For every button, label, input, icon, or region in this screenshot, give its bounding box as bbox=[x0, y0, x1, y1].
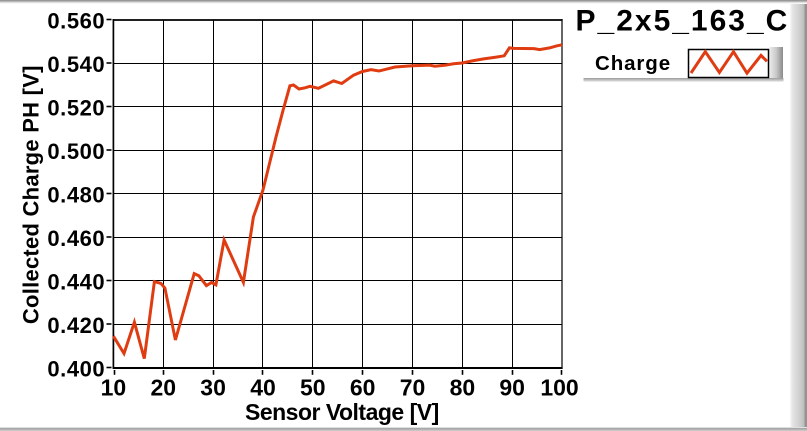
svg-text:70: 70 bbox=[400, 375, 426, 401]
svg-text:0.460: 0.460 bbox=[47, 226, 105, 251]
svg-text:40: 40 bbox=[250, 375, 276, 401]
svg-text:0.440: 0.440 bbox=[47, 269, 105, 294]
svg-text:0.500: 0.500 bbox=[47, 139, 105, 164]
svg-text:0.400: 0.400 bbox=[47, 356, 105, 381]
svg-text:50: 50 bbox=[300, 375, 326, 401]
svg-text:20: 20 bbox=[151, 375, 177, 401]
svg-text:30: 30 bbox=[200, 375, 226, 401]
svg-text:0.540: 0.540 bbox=[47, 52, 105, 77]
svg-text:90: 90 bbox=[499, 375, 525, 401]
svg-text:0.480: 0.480 bbox=[47, 182, 105, 207]
svg-text:10: 10 bbox=[101, 375, 127, 401]
svg-text:0.520: 0.520 bbox=[47, 95, 105, 120]
svg-text:60: 60 bbox=[350, 375, 376, 401]
svg-text:0.420: 0.420 bbox=[47, 313, 105, 338]
svg-text:Sensor Voltage [V]: Sensor Voltage [V] bbox=[245, 399, 439, 425]
svg-text:100: 100 bbox=[540, 375, 578, 401]
svg-text:80: 80 bbox=[450, 375, 476, 401]
svg-text:Charge: Charge bbox=[595, 52, 671, 75]
svg-text:0.560: 0.560 bbox=[47, 8, 105, 33]
svg-text:Collected Charge PH [V]: Collected Charge PH [V] bbox=[19, 65, 44, 324]
svg-text:P_2x5_163_C: P_2x5_163_C bbox=[576, 4, 790, 37]
